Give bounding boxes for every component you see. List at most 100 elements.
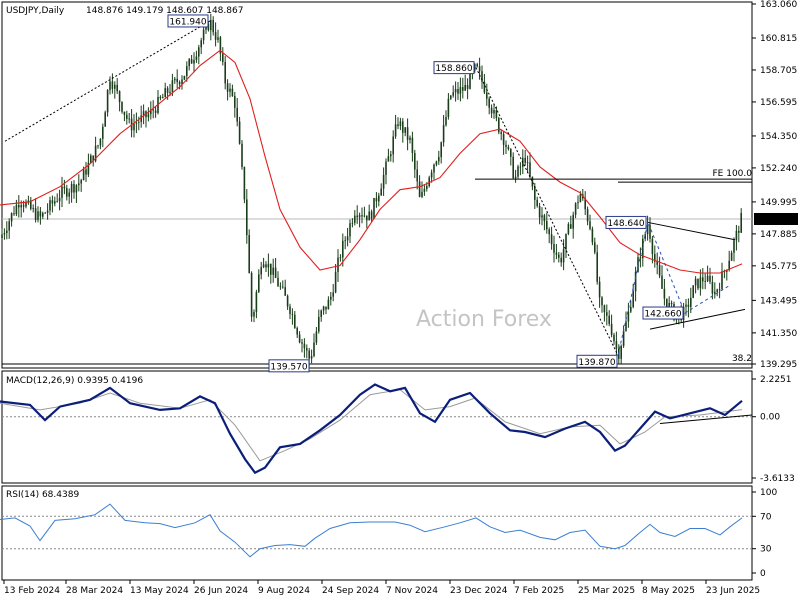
- candle-body: [56, 201, 58, 203]
- candle-body: [61, 186, 63, 198]
- x-tick-label: 25 Mar 2025: [578, 586, 635, 596]
- price-y-tick-label: 147.885: [760, 230, 797, 240]
- candle-body: [421, 191, 423, 197]
- candle-body: [718, 288, 721, 290]
- candle-body: [416, 169, 418, 182]
- x-tick-label: 13 Feb 2024: [4, 586, 60, 596]
- candle-body: [591, 228, 594, 243]
- candle-body: [282, 286, 284, 288]
- candle-body: [478, 66, 481, 72]
- candle-body: [286, 295, 289, 307]
- price-y-tick-label: 163.060: [760, 0, 797, 10]
- candle-body: [310, 356, 313, 359]
- candle-body: [202, 29, 205, 41]
- candle-body: [94, 145, 97, 161]
- candle-body: [262, 264, 265, 268]
- price-annotation-box: [167, 14, 209, 28]
- candle-body: [706, 275, 709, 282]
- candle-body: [469, 72, 471, 89]
- candle-body: [558, 254, 560, 258]
- candle-body: [378, 195, 380, 202]
- candle-body: [658, 264, 661, 276]
- candle-body: [505, 144, 507, 147]
- price-y-tick-label: 158.705: [760, 66, 797, 76]
- candle-body: [586, 209, 589, 222]
- candle-body: [690, 297, 692, 307]
- candle-body: [738, 230, 740, 233]
- candle-body: [243, 167, 246, 200]
- candle-body: [68, 192, 70, 197]
- candle-body: [104, 112, 106, 127]
- candle-body: [142, 111, 145, 116]
- candle-body: [426, 186, 428, 189]
- candle-body: [22, 205, 25, 207]
- candle-body: [709, 275, 711, 282]
- candle-body: [337, 257, 339, 273]
- rsi-y-tick-label: 30: [760, 545, 772, 555]
- price-annotation-box: [433, 61, 475, 75]
- macd-panel: [1, 370, 753, 484]
- candle-body: [248, 235, 250, 273]
- candle-body: [106, 90, 109, 113]
- candle-body: [375, 198, 378, 202]
- candle-body: [15, 205, 18, 215]
- candle-body: [373, 198, 375, 219]
- candle-body: [579, 194, 582, 202]
- price-annotation-label: 139.570: [270, 362, 307, 372]
- candle-body: [510, 149, 512, 157]
- candle-body: [392, 136, 394, 155]
- candle-body: [234, 95, 236, 108]
- candle-body: [301, 342, 303, 344]
- candle-body: [289, 306, 291, 314]
- candle-body: [442, 125, 445, 143]
- candle-body: [430, 172, 433, 178]
- candle-body: [214, 32, 217, 40]
- candle-body: [560, 257, 562, 263]
- candle-body: [18, 205, 20, 208]
- price-annotation-box: [268, 359, 310, 373]
- candle-body: [730, 252, 733, 261]
- candle-body: [728, 260, 730, 270]
- candle-body: [418, 181, 421, 197]
- candle-body: [241, 143, 243, 168]
- candle-body: [118, 91, 121, 103]
- candle-body: [154, 110, 157, 113]
- candle-body: [361, 215, 363, 217]
- candle-body: [164, 88, 166, 98]
- candle-body: [58, 197, 61, 202]
- candle-body: [433, 164, 435, 173]
- candle-body: [486, 92, 488, 99]
- candle-body: [344, 240, 346, 242]
- candle-body: [704, 281, 706, 282]
- candle-body: [627, 311, 630, 322]
- candle-body: [253, 311, 255, 317]
- candle-body: [610, 323, 613, 335]
- moving-average-line: [0, 49, 743, 274]
- last-price-label: 148.867: [760, 216, 797, 226]
- candle-body: [397, 124, 399, 126]
- candle-body: [534, 186, 536, 200]
- candle-body: [195, 56, 198, 60]
- candle-body: [325, 306, 327, 310]
- price-y-tick-label: 145.775: [760, 262, 797, 272]
- candle-body: [186, 66, 188, 76]
- candle-body: [663, 288, 666, 299]
- candle-body: [226, 83, 229, 92]
- candle-body: [507, 146, 510, 150]
- candle-body: [212, 19, 214, 33]
- candle-body: [697, 278, 699, 289]
- candle-body: [320, 310, 322, 317]
- candle-body: [351, 222, 354, 224]
- candle-body: [699, 277, 702, 289]
- candle-body: [385, 161, 387, 175]
- candle-body: [548, 229, 550, 235]
- macd-y-tick-label: -3.6133: [760, 474, 795, 484]
- candle-body: [462, 87, 464, 91]
- candle-body: [358, 215, 361, 218]
- macd-title: MACD(12,26,9) 0.9395 0.4196: [6, 376, 143, 386]
- candle-body: [111, 81, 114, 89]
- candle-body: [666, 298, 668, 309]
- candle-body: [380, 188, 382, 196]
- candle-body: [63, 186, 66, 189]
- candle-body: [608, 315, 610, 324]
